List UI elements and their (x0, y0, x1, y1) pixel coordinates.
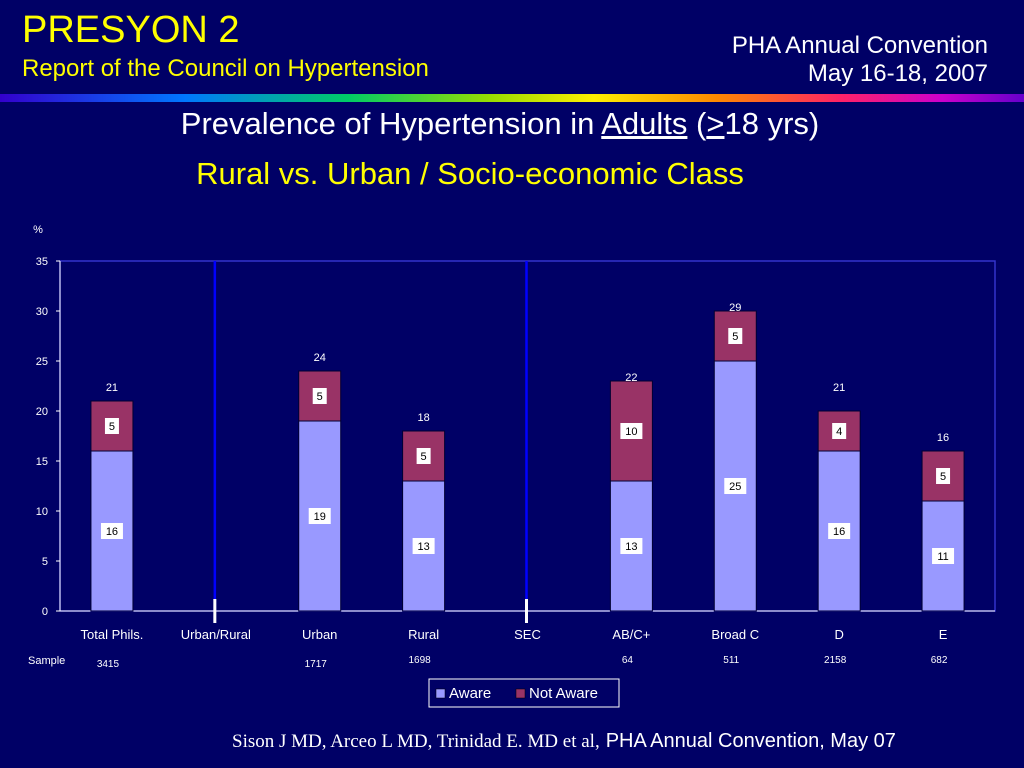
bar-aware-label-box (828, 523, 851, 539)
section-divider-tab (213, 599, 217, 623)
x-category-label: Broad C (711, 627, 759, 642)
bar-aware-value-label: 19 (314, 511, 326, 523)
title-suffix: 18 yrs) (724, 106, 820, 141)
bar-not-aware-label-box (620, 423, 643, 439)
bar-aware-label-box (724, 478, 747, 494)
bar-not-aware-label-box (936, 468, 951, 484)
legend-label-aware: Aware (449, 685, 491, 702)
bar-aware-value-label: 13 (625, 541, 637, 553)
y-tick-label: 10 (36, 506, 48, 518)
bar-not-aware-label-box (104, 418, 119, 434)
y-tick-label: 20 (36, 406, 48, 418)
section-divider-tab (525, 599, 528, 623)
bar-not-aware-value-label: 5 (109, 421, 115, 433)
bar-aware-label-box (932, 548, 955, 564)
sample-size-label: 2158 (824, 655, 847, 666)
title-open: ( (687, 106, 707, 141)
slide-title: Prevalence of Hypertension in Adults (>1… (0, 106, 1000, 142)
bar-aware-label-box (308, 508, 331, 524)
title-underlined: Adults (601, 106, 688, 141)
bar-not-aware-value-label: 5 (940, 471, 946, 483)
bar-total-label: 18 (417, 412, 429, 424)
bar-not-aware-label-box (832, 423, 847, 439)
conference-name: PHA Annual Convention (731, 32, 988, 59)
bar-not-aware-value-label: 5 (732, 331, 738, 343)
footer-authors: Sison J MD, Arceo L MD, Trinidad E. MD e… (232, 731, 600, 752)
sample-row-label: Sample (28, 655, 65, 667)
x-category-label: Urban (302, 627, 337, 642)
bar-not-aware-label-box (416, 448, 431, 464)
footer-conference: PHA Annual Convention, May 07 (605, 730, 896, 752)
sample-size-label: 3415 (97, 659, 120, 670)
legend-swatch-not-aware (515, 688, 526, 699)
bar-total-label: 29 (729, 302, 741, 314)
legend-box (428, 678, 620, 708)
slide-subtitle: Rural vs. Urban / Socio-economic Class (196, 156, 744, 191)
bar-aware-value-label: 16 (106, 526, 118, 538)
bar-total-label: 22 (625, 372, 637, 384)
x-category-label: Urban/Rural (181, 627, 251, 642)
y-tick-label: 35 (36, 256, 48, 268)
legend-label-not-aware: Not Aware (529, 685, 598, 702)
bar-aware-value-label: 16 (833, 526, 845, 538)
y-tick-label: 5 (42, 556, 48, 568)
bar-not-aware-value-label: 5 (421, 451, 427, 463)
title-symbol: > (706, 106, 725, 141)
bar-total-label: 24 (314, 352, 326, 364)
x-category-label: AB/C+ (612, 627, 650, 642)
y-tick-label: 30 (36, 306, 48, 318)
bar-aware-label-box (620, 538, 643, 554)
x-category-label: E (939, 627, 948, 642)
y-tick-label: 0 (42, 606, 48, 618)
sample-size-label: 64 (622, 655, 634, 666)
x-category-label: D (834, 627, 843, 642)
bar-total-label: 21 (833, 382, 845, 394)
bar-not-aware-label-box (728, 328, 743, 344)
conference-dates: May 16-18, 2007 (807, 60, 988, 87)
x-category-label: Total Phils. (81, 627, 144, 642)
sample-size-label: 511 (723, 655, 739, 666)
footer-citation: Sison J MD, Arceo L MD, Trinidad E. MD e… (232, 730, 896, 753)
brand-title: PRESYON 2 (22, 9, 240, 51)
legend-swatch-aware (435, 688, 446, 699)
conference-info: PHA Annual Convention May 16-18, 2007 (732, 32, 988, 88)
bar-not-aware-value-label: 5 (317, 391, 323, 403)
bar-not-aware-value-label: 10 (625, 426, 637, 438)
sample-size-label: 1717 (305, 659, 328, 670)
bar-aware-value-label: 13 (417, 541, 429, 553)
title-prefix: Prevalence of Hypertension in (180, 106, 602, 141)
bar-total-label: 16 (937, 432, 949, 444)
bar-aware-value-label: 11 (937, 551, 948, 563)
bar-aware-value-label: 25 (729, 481, 741, 493)
bar-aware-label-box (100, 523, 123, 539)
rainbow-divider (0, 94, 1024, 102)
x-category-label: SEC (514, 627, 541, 642)
y-unit-label: % (33, 224, 43, 236)
y-tick-label: 15 (36, 456, 48, 468)
bar-not-aware-label-box (312, 388, 327, 404)
stacked-bar-chart: % 0 5 10 15 20 25 30 35 16 5 21 Total Phils. 3415 Urba… (28, 224, 996, 708)
sample-size-label: 682 (931, 655, 948, 666)
bar-not-aware-value-label: 4 (836, 426, 842, 438)
x-category-label: Rural (408, 627, 439, 642)
bar-total-label: 21 (106, 382, 118, 394)
brand-subtitle: Report of the Council on Hypertension (22, 55, 429, 82)
y-tick-label: 25 (36, 356, 48, 368)
sample-size-label: 1698 (408, 655, 431, 666)
bar-aware-label-box (412, 538, 435, 554)
